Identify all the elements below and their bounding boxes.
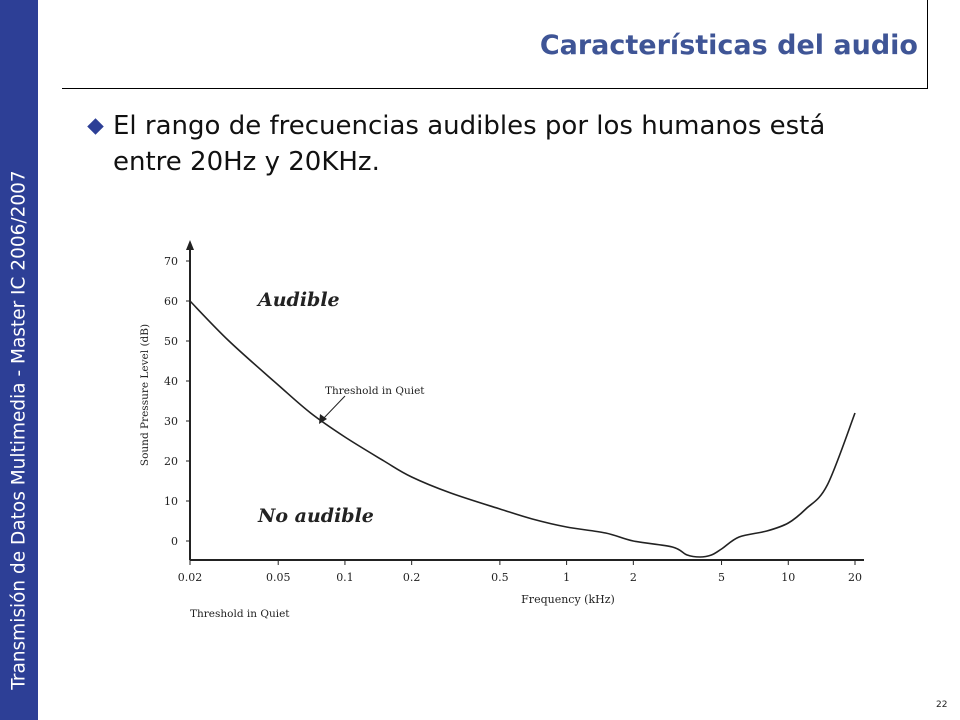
- x-tick-label: 20: [848, 571, 862, 584]
- x-axis-label: Frequency (kHz): [521, 593, 615, 606]
- y-axis-label: Sound Pressure Level (dB): [139, 324, 151, 466]
- chart-ticks: 0.02 0.05 0.1 0.2 0.5 1 2 5 10 20 0 10 20 30 40 50 60 70: [164, 255, 862, 584]
- y-axis-arrowhead: [186, 240, 194, 250]
- curve-label-arrowhead: [319, 414, 327, 424]
- curve-label-arrow: [321, 395, 346, 421]
- y-tick-label: 0: [171, 535, 178, 548]
- x-tick-label: 10: [781, 571, 795, 584]
- y-tick-label: 50: [164, 335, 178, 348]
- x-tick-label: 0.1: [336, 571, 354, 584]
- x-tick-label: 5: [718, 571, 725, 584]
- x-tick-label: 2: [630, 571, 637, 584]
- y-tick-label: 40: [164, 375, 178, 388]
- curve-label: Threshold in Quiet: [325, 385, 425, 397]
- x-tick-label: 0.5: [491, 571, 509, 584]
- audible-label: Audible: [256, 289, 340, 311]
- chart-series: [189, 300, 856, 558]
- y-tick-label: 70: [164, 255, 178, 268]
- y-tick-label: 10: [164, 495, 178, 508]
- header-divider: [62, 88, 928, 89]
- x-tick-label: 0.2: [403, 571, 421, 584]
- page-title: Características del audio: [539, 30, 918, 61]
- header-vertical-divider: [927, 0, 928, 89]
- bullet-text: El rango de frecuencias audibles por los…: [113, 111, 826, 177]
- y-tick-label: 60: [164, 295, 178, 308]
- x-tick-label: 0.02: [178, 571, 203, 584]
- sidebar-band: Transmisión de Datos Multimedia - Master…: [0, 0, 38, 720]
- x-tick-label: 1: [563, 571, 570, 584]
- threshold-curve: [189, 300, 856, 558]
- not-audible-label: No audible: [257, 505, 374, 527]
- y-tick-label: 20: [164, 455, 178, 468]
- bullet-item: El rango de frecuencias audibles por los…: [87, 108, 888, 180]
- x-tick-label: 0.05: [266, 571, 291, 584]
- chart-axes: [186, 240, 864, 561]
- chart-caption: Threshold in Quiet: [190, 608, 290, 620]
- y-tick-label: 30: [164, 415, 178, 428]
- page-number: 22: [936, 700, 948, 710]
